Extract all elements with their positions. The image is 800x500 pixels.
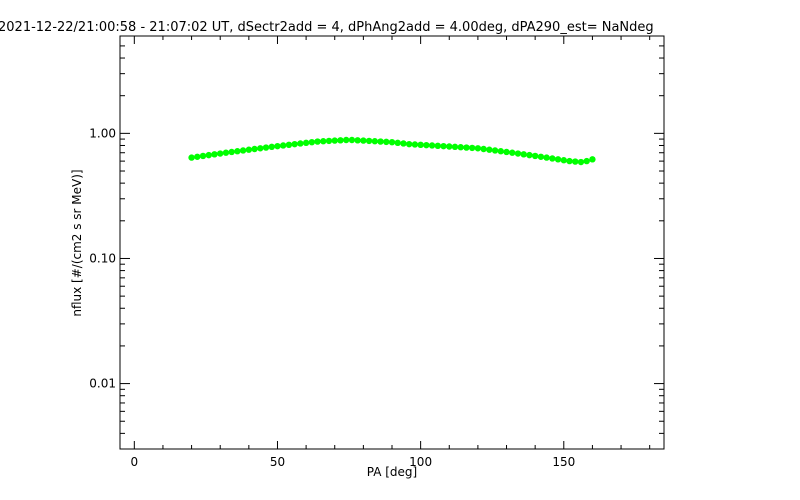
data-point	[205, 151, 212, 159]
data-point	[308, 138, 316, 146]
data-point	[291, 140, 298, 148]
data-point	[589, 156, 596, 163]
data-point	[549, 155, 556, 162]
data-point	[228, 148, 235, 156]
data-point	[285, 141, 293, 149]
data-point	[222, 149, 230, 156]
data-point	[468, 144, 476, 152]
data-point	[491, 147, 499, 154]
data-points	[188, 136, 596, 166]
y-tick-label: 1.00	[89, 126, 116, 140]
data-point	[572, 158, 579, 165]
data-point	[365, 137, 373, 145]
data-point	[526, 151, 533, 159]
x-axis-label: PA [deg]	[367, 465, 417, 479]
data-point	[371, 138, 379, 145]
x-tick-label: 50	[270, 455, 285, 469]
data-point	[509, 149, 516, 156]
data-point	[434, 142, 442, 150]
data-point	[577, 158, 585, 166]
data-point	[320, 138, 327, 145]
data-point	[486, 146, 493, 153]
data-point	[268, 143, 275, 151]
data-point	[497, 148, 504, 155]
data-point	[405, 140, 413, 148]
data-point	[274, 142, 281, 150]
x-tick-label: 100	[409, 455, 432, 469]
data-point	[239, 147, 247, 154]
data-point	[428, 142, 436, 149]
data-point	[583, 157, 590, 165]
data-point	[383, 138, 390, 146]
data-point	[503, 148, 510, 156]
data-point	[543, 154, 550, 161]
data-point	[199, 152, 207, 160]
data-point	[566, 157, 573, 165]
data-point	[257, 145, 264, 152]
x-tick-label: 0	[130, 455, 138, 469]
x-tick-label: 150	[552, 455, 575, 469]
data-point	[251, 145, 258, 153]
data-point	[423, 141, 430, 149]
data-point	[337, 137, 344, 144]
data-point	[245, 146, 253, 153]
data-point	[211, 151, 218, 158]
data-point	[262, 144, 270, 151]
data-point	[194, 153, 201, 160]
axis-ticks: 0 50 100 150 0.01 0.10 1.00	[89, 35, 664, 469]
data-point	[377, 138, 384, 145]
data-point	[188, 154, 195, 161]
data-point	[234, 148, 241, 155]
plot-frame	[119, 35, 665, 450]
chart-title: 2021-12-22/21:00:58 - 21:07:02 UT, dSect…	[0, 20, 654, 35]
data-point	[217, 150, 224, 157]
data-point	[314, 138, 321, 145]
data-point	[480, 145, 487, 153]
data-point	[520, 151, 527, 158]
data-point	[531, 152, 539, 160]
data-point	[394, 139, 401, 147]
data-point	[514, 150, 522, 157]
data-point	[342, 136, 350, 144]
y-axis-label: nflux [#/(cm2 s sr MeV)]	[70, 169, 84, 316]
data-point	[463, 144, 470, 151]
data-point	[388, 138, 396, 146]
data-point	[280, 142, 287, 149]
data-point	[440, 142, 447, 150]
data-point	[457, 144, 464, 151]
data-point	[325, 137, 333, 145]
data-point	[560, 157, 567, 164]
data-point	[331, 137, 338, 144]
data-point	[400, 140, 407, 147]
data-point	[302, 139, 310, 147]
y-tick-label: 0.01	[89, 377, 116, 391]
data-point	[354, 137, 361, 144]
data-point	[297, 140, 304, 147]
data-point	[537, 153, 545, 160]
data-point	[446, 143, 453, 150]
data-point	[348, 136, 356, 144]
y-tick-label: 0.10	[89, 251, 116, 265]
data-point	[360, 137, 367, 144]
data-point	[451, 143, 459, 151]
data-point	[474, 145, 482, 152]
data-point	[417, 141, 424, 149]
data-point	[554, 156, 562, 163]
data-point	[411, 141, 419, 148]
